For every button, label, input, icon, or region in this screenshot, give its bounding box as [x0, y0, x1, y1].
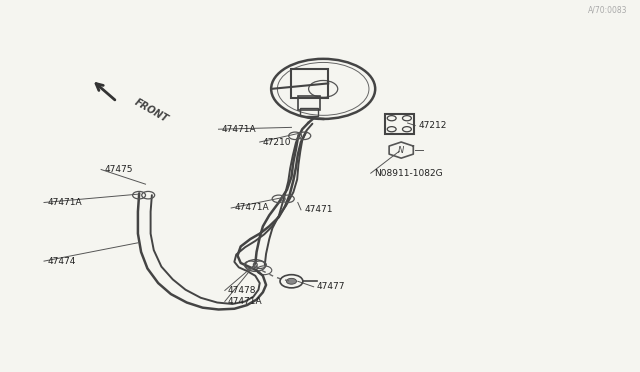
Text: 47477: 47477: [317, 282, 346, 291]
Text: N: N: [398, 145, 404, 155]
Text: 47475: 47475: [104, 165, 132, 174]
Text: 47471A: 47471A: [228, 297, 262, 306]
Text: 47471: 47471: [304, 205, 333, 214]
Text: 47210: 47210: [263, 138, 291, 147]
Text: 47212: 47212: [419, 121, 447, 130]
Text: 47471A: 47471A: [221, 125, 256, 134]
Text: 47471A: 47471A: [47, 198, 82, 207]
Circle shape: [286, 278, 296, 284]
Text: 47478: 47478: [228, 286, 257, 295]
Text: N08911-1082G: N08911-1082G: [374, 169, 442, 178]
Text: 47474: 47474: [47, 257, 76, 266]
Text: 47471A: 47471A: [234, 203, 269, 212]
Text: A/70:0083: A/70:0083: [588, 6, 628, 15]
Text: FRONT: FRONT: [133, 97, 170, 125]
